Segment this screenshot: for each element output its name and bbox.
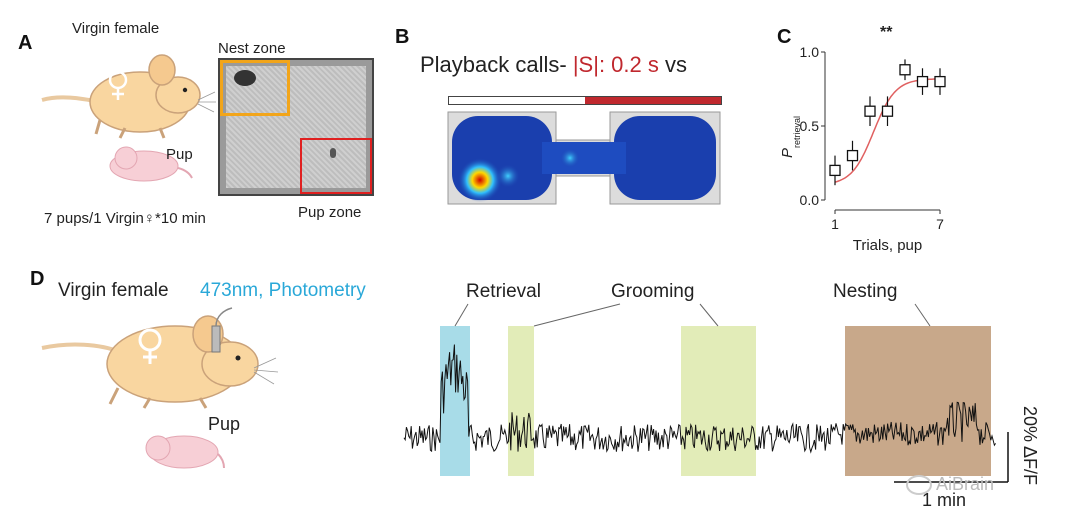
panel-d-pup-label: Pup [208, 414, 241, 434]
watermark-text: AiBrain [936, 474, 995, 494]
nest-zone-label: Nest zone [218, 40, 286, 57]
watermark: AiBrain [906, 474, 995, 496]
photometry-trace [403, 344, 997, 454]
significance-mark: ** [880, 24, 893, 41]
scale-y-label: 20% ΔF/F [1020, 406, 1040, 486]
panel-d-pup-illustration [145, 435, 225, 469]
arena-photo [218, 58, 374, 196]
c-data-point [934, 75, 946, 88]
grooming-shade-1 [508, 326, 534, 476]
nest-zone-box [220, 60, 290, 116]
c-x-tick-label: 7 [936, 216, 944, 232]
virgin-female-mouse-illustration [41, 54, 216, 139]
c-y-tick-label: 1.0 [800, 44, 820, 60]
c-y-tick-label: 0.5 [800, 118, 820, 134]
panel-a-subject: Virgin female [72, 20, 160, 37]
c-y-axis-label: P [779, 148, 796, 158]
panel-d-label: D [30, 268, 45, 290]
c-y-tick-label: 0.0 [800, 192, 820, 208]
event-label-retrieval: Retrieval [466, 281, 541, 302]
playback-bar [448, 96, 722, 105]
panel-b-title-suffix: vs [658, 52, 687, 77]
panel-d-subject: Virgin female [58, 280, 169, 301]
c-data-point [899, 64, 911, 76]
trace-line [403, 344, 997, 454]
panel-a-label: A [18, 32, 33, 54]
panel-b-title: Playback calls- |S|: 0.2 s vs [420, 52, 687, 78]
scale-x-label: 1 min [922, 490, 967, 510]
event-label-grooming: Grooming [611, 281, 695, 302]
panel-a-protocol: 7 pups/1 Virgin♀*10 min [44, 210, 206, 227]
panel-b-title-red: |S|: 0.2 s [572, 52, 659, 77]
watermark-icon [906, 475, 932, 496]
c-x-axis-label: Trials, pup [853, 237, 922, 254]
heatmap [446, 110, 722, 206]
pup-zone-label: Pup zone [298, 204, 362, 221]
pup-zone-box [300, 138, 372, 194]
c-data-point [846, 149, 859, 162]
panel-c-label: C [777, 26, 792, 48]
c-y-axis-sublabel: retrieval [792, 116, 802, 148]
panel-d-method: 473nm, Photometry [200, 280, 366, 301]
c-x-tick-label: 1 [831, 216, 839, 232]
c-data-point [864, 105, 876, 117]
c-data-point [881, 105, 894, 117]
event-label-nesting: Nesting [833, 281, 898, 302]
c-data-point [916, 75, 929, 88]
pup-illustration [109, 146, 193, 182]
c-data-point [829, 164, 841, 177]
panel-b-title-prefix: Playback calls- [420, 52, 573, 77]
photometry-mouse-illustration [41, 307, 279, 409]
grooming-shade-2 [681, 326, 756, 476]
panel-a-pup-label: Pup [166, 146, 193, 163]
panel-b-label: B [395, 26, 410, 48]
nesting-shade [845, 326, 991, 476]
